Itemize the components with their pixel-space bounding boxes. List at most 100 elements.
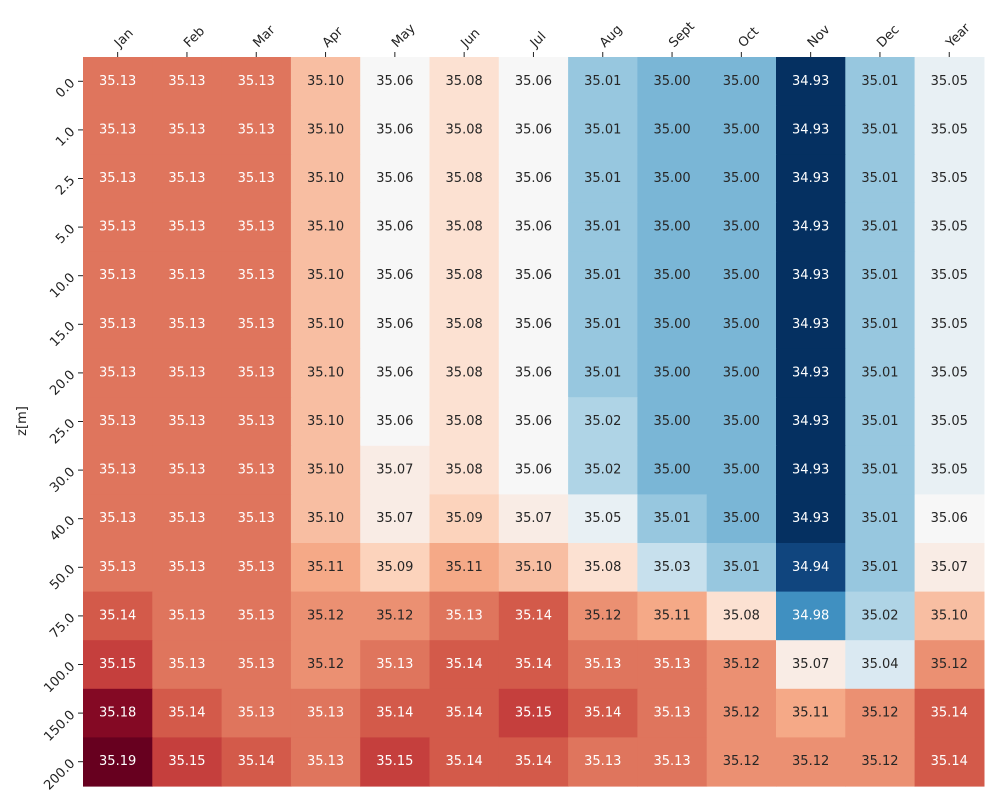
heatmap-cell [83, 688, 153, 738]
heatmap-cell [776, 494, 846, 544]
cell-value-label: 35.08 [584, 560, 621, 575]
cell-value-label: 35.13 [99, 122, 136, 137]
heatmap-cell [498, 494, 569, 544]
cell-value-label: 35.13 [99, 268, 136, 283]
cell-value-label: 35.13 [238, 414, 275, 429]
heatmap-cell [776, 251, 846, 301]
cell-value-label: 35.10 [307, 317, 344, 332]
heatmap-cell [845, 543, 916, 593]
x-tick-label: May [389, 21, 419, 51]
heatmap-cell [637, 251, 708, 301]
cell-value-label: 35.00 [723, 74, 760, 89]
cell-value-label: 35.00 [653, 220, 690, 235]
cell-value-label: 35.00 [653, 317, 690, 332]
cell-value-label: 35.13 [168, 171, 205, 186]
cell-value-label: 35.13 [307, 754, 344, 769]
heatmap-cell [637, 154, 708, 204]
heatmap-cell [290, 397, 361, 447]
cell-value-label: 35.00 [653, 171, 690, 186]
heatmap-cell [845, 154, 916, 204]
heatmap-cell [83, 105, 153, 155]
heatmap-cell [221, 494, 292, 544]
y-tick-label: 1.0 [53, 125, 78, 150]
cell-value-label: 35.13 [168, 511, 205, 526]
cell-value-label: 35.00 [723, 511, 760, 526]
heatmap-cell [429, 494, 500, 544]
heatmap-cell [637, 591, 708, 641]
heatmap-cell [845, 105, 916, 155]
heatmap-cell [360, 494, 431, 544]
cell-value-label: 35.06 [376, 220, 413, 235]
cell-value-label: 35.07 [515, 511, 552, 526]
cell-value-label: 35.00 [723, 414, 760, 429]
cell-value-label: 35.13 [238, 657, 275, 672]
cell-value-label: 35.12 [931, 657, 968, 672]
heatmap-cell [360, 397, 431, 447]
heatmap-cell [83, 300, 153, 350]
heatmap-cell [637, 737, 708, 787]
cell-value-label: 35.06 [376, 317, 413, 332]
cell-value-label: 35.13 [168, 74, 205, 89]
cell-value-label: 35.07 [931, 560, 968, 575]
cell-value-label: 35.00 [723, 220, 760, 235]
heatmap-cell [152, 202, 223, 252]
cell-value-label: 35.09 [376, 560, 413, 575]
cell-value-label: 35.13 [168, 365, 205, 380]
heatmap-cell [83, 591, 153, 641]
cell-value-label: 35.00 [723, 463, 760, 478]
x-axis-ticks: Jan Feb Mar Apr May Jun Jul Aug Sept Oct Nov Dec Yea… [111, 19, 974, 57]
y-tick-label: 15.0 [47, 319, 78, 350]
heatmap-cell [221, 154, 292, 204]
cell-value-label: 35.06 [515, 365, 552, 380]
cell-value-label: 35.15 [99, 657, 136, 672]
cell-value-label: 35.14 [515, 608, 552, 623]
cell-value-label: 35.11 [446, 560, 483, 575]
heatmap-cell [152, 57, 223, 107]
cell-value-label: 35.13 [99, 171, 136, 186]
heatmap-cell [637, 202, 708, 252]
heatmap-cell [845, 348, 916, 398]
heatmap-cell [429, 300, 500, 350]
heatmap-cell [290, 105, 361, 155]
heatmap-cell [914, 154, 985, 204]
heatmap-cell [360, 154, 431, 204]
heatmap-cell [83, 640, 153, 690]
cell-value-label: 35.12 [723, 706, 760, 721]
heatmap-cell [914, 300, 985, 350]
cell-value-label: 35.07 [792, 657, 829, 672]
heatmap-cell [498, 105, 569, 155]
cell-value-label: 35.08 [446, 317, 483, 332]
cell-value-label: 35.13 [168, 463, 205, 478]
heatmap-cell [360, 640, 431, 690]
cell-value-label: 34.98 [792, 608, 829, 623]
cell-value-label: 35.08 [723, 608, 760, 623]
heatmap-cell [776, 591, 846, 641]
heatmap-cell [83, 251, 153, 301]
cell-value-label: 35.14 [446, 706, 483, 721]
heatmap-cell [706, 737, 777, 787]
heatmap-cell [776, 397, 846, 447]
cell-value-label: 34.93 [792, 463, 829, 478]
heatmap-cell [845, 445, 916, 495]
cell-value-label: 35.10 [307, 74, 344, 89]
heatmap-cell [637, 57, 708, 107]
heatmap-cell [637, 348, 708, 398]
x-tick-label: Feb [181, 24, 208, 51]
cell-value-label: 35.13 [99, 220, 136, 235]
heatmap-cell [83, 397, 153, 447]
heatmap-cell [221, 591, 292, 641]
cell-value-label: 35.01 [861, 365, 898, 380]
heatmap-cell [83, 494, 153, 544]
heatmap-cell [83, 202, 153, 252]
cell-value-label: 35.06 [515, 317, 552, 332]
cell-value-label: 35.00 [653, 365, 690, 380]
cell-value-label: 35.08 [446, 122, 483, 137]
heatmap-cell [914, 251, 985, 301]
heatmap-cell [498, 445, 569, 495]
cell-value-label: 35.13 [238, 220, 275, 235]
cell-value-label: 35.06 [376, 171, 413, 186]
cell-value-label: 35.13 [238, 317, 275, 332]
heatmap-cell [568, 591, 638, 641]
cell-value-label: 35.01 [584, 220, 621, 235]
heatmap-cell [360, 57, 431, 107]
